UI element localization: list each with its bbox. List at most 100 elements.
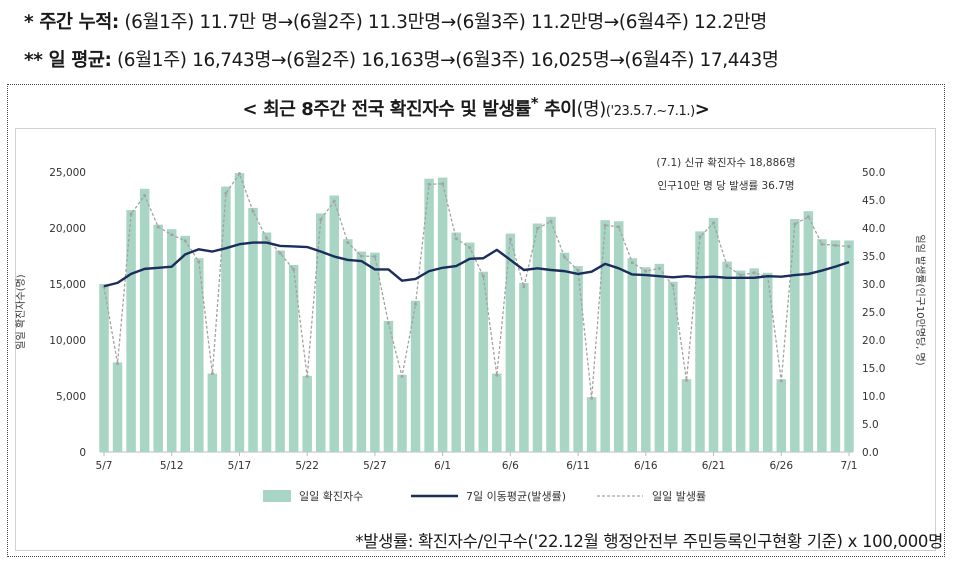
bar xyxy=(586,397,597,452)
daily-rate-point xyxy=(495,373,499,377)
bar xyxy=(803,211,814,452)
bar xyxy=(261,232,272,452)
bar xyxy=(329,195,340,452)
daily-rate-point xyxy=(590,396,594,400)
x-tick-label: 5/12 xyxy=(160,460,184,472)
annotation-line-2: 인구10만 명 당 발생률 36.7명 xyxy=(657,180,794,192)
daily-rate-point xyxy=(116,362,120,366)
bar xyxy=(776,379,787,452)
y-right-tick-label: 5.0 xyxy=(862,419,879,431)
daily-rate-point xyxy=(346,241,350,245)
bar xyxy=(302,375,312,452)
y-right-tick-label: 35.0 xyxy=(862,251,885,263)
legend-label-moving-average: 7일 이동평균(발생률) xyxy=(466,489,566,503)
daily-rate-point xyxy=(779,379,783,383)
bar xyxy=(343,239,353,452)
bar xyxy=(464,242,475,452)
bar xyxy=(573,266,583,452)
bar xyxy=(451,232,461,452)
daily-rate-point xyxy=(210,372,214,376)
daily-average-values: (6월1주) 16,743명→(6월2주) 16,163명→(6월3주) 16,… xyxy=(116,50,779,71)
chart-title-main: < 최근 8주간 전국 확진자수 및 발생률 xyxy=(242,99,532,120)
daily-rate-point xyxy=(603,223,607,227)
daily-rate-point xyxy=(657,266,661,270)
plot-frame xyxy=(15,128,936,551)
daily-rate-point xyxy=(847,244,851,248)
daily-average-label: ** 일 평균: xyxy=(24,50,112,71)
daily-rate-point xyxy=(684,378,688,382)
bar xyxy=(613,221,624,452)
bar xyxy=(817,239,827,452)
bar xyxy=(708,217,719,452)
daily-rate-point xyxy=(752,271,756,275)
bar xyxy=(627,258,638,452)
bar xyxy=(248,207,258,452)
bar xyxy=(559,252,570,452)
chart-title-main-2: 추이 xyxy=(538,99,577,120)
legend-label-bars: 일일 확진자수 xyxy=(299,489,363,503)
daily-rate-point xyxy=(644,269,648,273)
bar xyxy=(112,362,123,452)
daily-rate-point xyxy=(630,261,634,265)
y-left-tick-label: 10,000 xyxy=(49,335,86,347)
daily-rate-point xyxy=(833,243,837,247)
bar xyxy=(478,271,489,452)
daily-rate-point xyxy=(129,212,133,216)
bar xyxy=(275,250,285,452)
bar xyxy=(695,231,705,452)
y-left-tick-label: 15,000 xyxy=(49,279,86,291)
daily-rate-point xyxy=(698,235,702,239)
chart-title-unit: (명) xyxy=(576,99,606,120)
daily-rate-line xyxy=(103,172,850,399)
daily-rate-point xyxy=(481,274,485,278)
bar xyxy=(437,177,448,452)
bar xyxy=(722,261,732,452)
bar xyxy=(735,270,746,452)
y-left-tick-label: 0 xyxy=(79,447,86,459)
bar xyxy=(519,282,529,452)
bar xyxy=(641,267,651,452)
legend-swatch-bars xyxy=(263,490,291,502)
bar xyxy=(762,272,773,452)
bar xyxy=(600,220,610,452)
daily-rate-point xyxy=(820,242,824,246)
y-right-tick-label: 50.0 xyxy=(862,167,885,179)
daily-rate-point xyxy=(156,225,160,229)
daily-rate-point xyxy=(237,172,241,176)
y-left-axis-title: 일일 확진자수(명) xyxy=(15,274,27,349)
legend-label-daily-rate: 일일 발생률 xyxy=(652,489,706,503)
daily-rate-point xyxy=(265,236,269,240)
bar xyxy=(654,263,665,452)
annotation-line-1: (7.1) 신규 확진자수 18,886명 xyxy=(656,156,795,169)
bar xyxy=(532,223,543,452)
daily-rate-point xyxy=(712,221,716,225)
bar xyxy=(234,173,245,452)
y-right-tick-label: 10.0 xyxy=(862,391,885,403)
bar xyxy=(410,300,421,452)
y-right-tick-label: 25.0 xyxy=(862,307,885,319)
bar xyxy=(546,216,556,452)
daily-rate-point xyxy=(278,251,282,255)
y-right-tick-label: 30.0 xyxy=(862,279,885,291)
daily-rate-point xyxy=(671,284,675,288)
y-right-tick-label: 40.0 xyxy=(862,223,885,235)
bar xyxy=(153,224,163,452)
daily-rate-point xyxy=(454,237,458,241)
daily-rate-point xyxy=(535,227,539,231)
bar xyxy=(126,210,136,452)
daily-rate-point xyxy=(522,285,526,289)
daily-rate-point xyxy=(319,218,323,222)
bar xyxy=(315,213,326,452)
bar xyxy=(424,178,434,452)
daily-rate-point xyxy=(305,374,309,378)
bar xyxy=(844,240,854,452)
daily-rate-point xyxy=(170,233,174,237)
daily-rate-point xyxy=(793,222,797,226)
x-tick-label: 7/1 xyxy=(841,460,858,472)
bar xyxy=(749,268,759,452)
daily-rate-point xyxy=(224,191,228,195)
daily-rate-point xyxy=(143,194,147,198)
daily-rate-point xyxy=(332,199,336,203)
x-tick-label: 6/26 xyxy=(769,460,793,472)
x-tick-label: 5/17 xyxy=(228,460,252,472)
